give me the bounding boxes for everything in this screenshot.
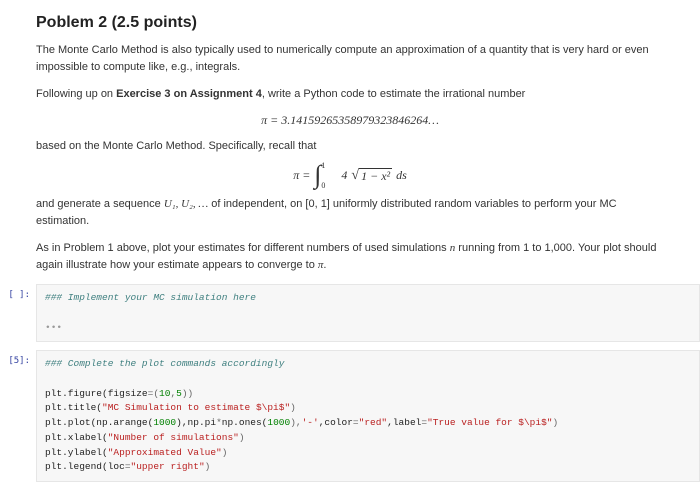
code: ), xyxy=(290,417,301,428)
code: '-' xyxy=(302,417,319,428)
pi-value: π = 3.14159265358979323846264… xyxy=(261,113,439,127)
code: ) xyxy=(205,461,211,472)
code: )) xyxy=(182,388,193,399)
ellipsis: ••• xyxy=(45,318,62,333)
coefficient: 4 xyxy=(341,168,347,183)
notebook-page: Poblem 2 (2.5 points) The Monte Carlo Me… xyxy=(0,0,700,274)
code: 10 xyxy=(159,388,170,399)
code: "upper right" xyxy=(131,461,205,472)
code: ),np.pi xyxy=(176,417,216,428)
code: "Approximated Value" xyxy=(108,447,222,458)
code: plt.figure(figsize xyxy=(45,388,148,399)
code-comment: ### Implement your MC simulation here xyxy=(45,292,256,303)
code-cell-2: [5]: ### Complete the plot commands acco… xyxy=(0,350,700,482)
code: plt.xlabel( xyxy=(45,432,108,443)
exercise-ref: Exercise 3 on Assignment 4 xyxy=(116,88,262,100)
interval: [0, 1] xyxy=(305,198,329,210)
code: =( xyxy=(148,388,159,399)
code: plt.title( xyxy=(45,402,102,413)
problem-title: Poblem 2 (2.5 points) xyxy=(36,14,664,32)
code: 1000 xyxy=(153,417,176,428)
code-comment: ### Complete the plot commands according… xyxy=(45,358,284,369)
code-cell-1: [ ]: ### Implement your MC simulation he… xyxy=(0,284,700,342)
text: and generate a sequence xyxy=(36,198,164,210)
integral-symbol: ∫ xyxy=(314,165,321,186)
paragraph-recall: based on the Monte Carlo Method. Specifi… xyxy=(36,138,664,155)
sqrt: √ 1 − x² xyxy=(351,168,392,184)
radicand: 1 − x² xyxy=(359,168,392,184)
paragraph-sequence: and generate a sequence U₁, U₂, … of ind… xyxy=(36,196,664,230)
lhs: π = xyxy=(293,168,310,183)
cell-prompt: [5]: xyxy=(0,350,36,366)
differential: ds xyxy=(396,168,407,183)
text: . xyxy=(323,259,326,271)
code: ,label xyxy=(387,417,421,428)
code: ) xyxy=(290,402,296,413)
code: np.ones( xyxy=(222,417,268,428)
code: ,color xyxy=(319,417,353,428)
code: plt.ylabel( xyxy=(45,447,108,458)
code-input[interactable]: ### Implement your MC simulation here ••… xyxy=(36,284,700,342)
sequence-vars: U₁, U₂, … xyxy=(164,198,208,210)
formula-pi-decimal: π = 3.14159265358979323846264… xyxy=(36,113,664,128)
code: "True value for $\pi$" xyxy=(427,417,552,428)
code: ) xyxy=(239,432,245,443)
code: plt.plot(np.arange( xyxy=(45,417,153,428)
text: , write a Python code to estimate the ir… xyxy=(262,88,526,100)
code: plt.legend(loc xyxy=(45,461,125,472)
paragraph-intro: The Monte Carlo Method is also typically… xyxy=(36,42,664,76)
code-input[interactable]: ### Complete the plot commands according… xyxy=(36,350,700,482)
text: of independent, on xyxy=(208,198,305,210)
formula-integral: π = ∫10 4 √ 1 − x² ds xyxy=(36,165,664,186)
radical-symbol: √ xyxy=(351,168,359,184)
upper-limit: 1 xyxy=(321,161,325,170)
text: Following up on xyxy=(36,88,116,100)
code: ) xyxy=(552,417,558,428)
code: "red" xyxy=(359,417,388,428)
code: ) xyxy=(222,447,228,458)
code: 1000 xyxy=(267,417,290,428)
cell-prompt: [ ]: xyxy=(0,284,36,300)
paragraph-plot-instruction: As in Problem 1 above, plot your estimat… xyxy=(36,240,664,274)
lower-limit: 0 xyxy=(321,181,325,190)
code: "MC Simulation to estimate $\pi$" xyxy=(102,402,290,413)
code: "Number of simulations" xyxy=(108,432,239,443)
text: As in Problem 1 above, plot your estimat… xyxy=(36,242,450,254)
paragraph-followup: Following up on Exercise 3 on Assignment… xyxy=(36,86,664,103)
